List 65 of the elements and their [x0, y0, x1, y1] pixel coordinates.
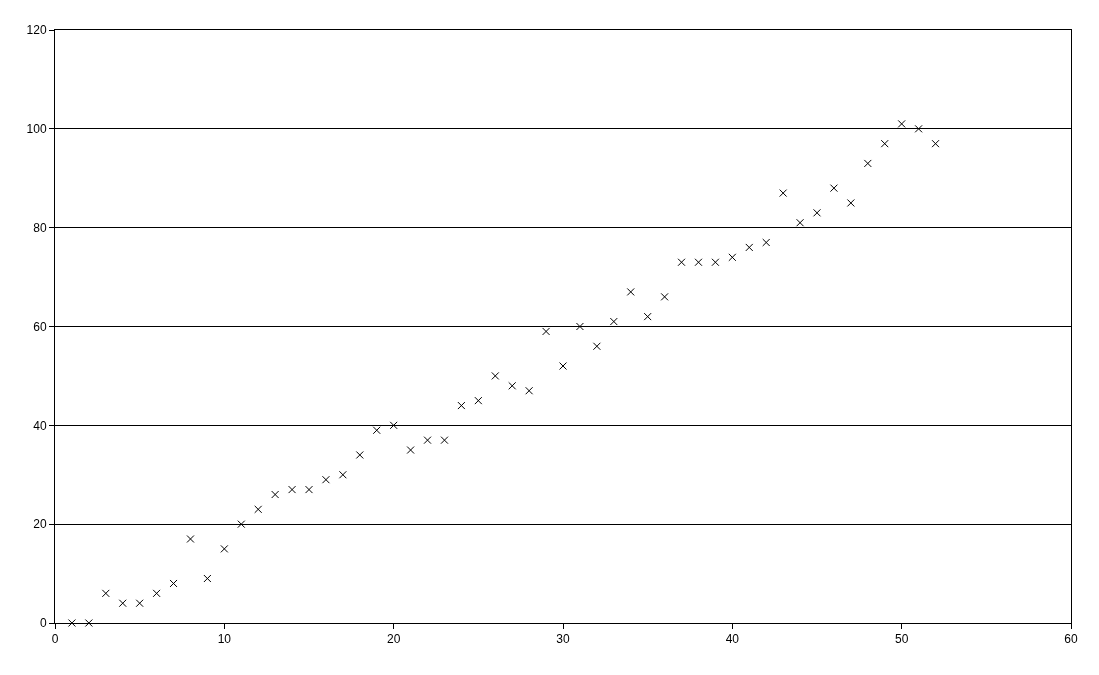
point: [423, 436, 432, 445]
point: [508, 381, 517, 390]
point: [203, 574, 212, 583]
point: [440, 436, 449, 445]
point: [220, 544, 229, 553]
point: [779, 189, 788, 198]
point: [880, 139, 889, 148]
point: [677, 258, 686, 267]
point: [796, 218, 805, 227]
point: [863, 159, 872, 168]
point: [643, 312, 652, 321]
point: [372, 426, 381, 435]
point: [355, 450, 364, 459]
point: [389, 421, 398, 430]
point: [694, 258, 703, 267]
point: [288, 485, 297, 494]
x-tick-label: 10: [217, 632, 232, 647]
point: [897, 119, 906, 128]
x-tick-label: 20: [386, 632, 401, 647]
point: [762, 238, 771, 247]
point: [169, 579, 178, 588]
point: [338, 470, 347, 479]
point: [592, 342, 601, 351]
point: [474, 396, 483, 405]
point: [813, 208, 821, 217]
point: [271, 490, 280, 499]
point: [846, 198, 855, 207]
point: [525, 386, 534, 395]
point: [914, 124, 923, 133]
point: [711, 258, 720, 267]
x-tick-label: 0: [51, 632, 59, 647]
point: [457, 401, 466, 410]
y-tick-label: 0: [39, 616, 47, 631]
x-tick-label: 30: [556, 632, 570, 647]
point: [186, 534, 195, 543]
point: [406, 446, 415, 455]
point: [660, 292, 669, 301]
point: [609, 317, 618, 326]
y-tick-label: 100: [26, 122, 47, 137]
y-tick-label: 80: [33, 220, 47, 235]
point: [152, 589, 161, 598]
y-tick-label: 20: [33, 517, 47, 532]
point: [101, 589, 110, 598]
point: [67, 619, 76, 627]
y-tick-label: 120: [26, 23, 47, 38]
y-tick-label: 40: [33, 418, 47, 433]
point: [745, 243, 754, 252]
point: [118, 599, 127, 608]
x-tick-label: 50: [894, 632, 909, 647]
point: [491, 371, 500, 380]
point: [321, 475, 330, 484]
point: [84, 619, 93, 627]
x-tick-label: 60: [1064, 632, 1078, 647]
point: [135, 599, 144, 608]
point: [237, 520, 246, 529]
point: [626, 287, 635, 296]
y-tick-label: 60: [33, 319, 47, 334]
point: [931, 139, 940, 148]
point: [728, 253, 737, 262]
point: [305, 485, 313, 494]
x-tick-label: 40: [725, 632, 740, 647]
point: [575, 322, 584, 331]
point: [254, 505, 263, 514]
point: [829, 184, 838, 193]
point: [542, 327, 551, 336]
